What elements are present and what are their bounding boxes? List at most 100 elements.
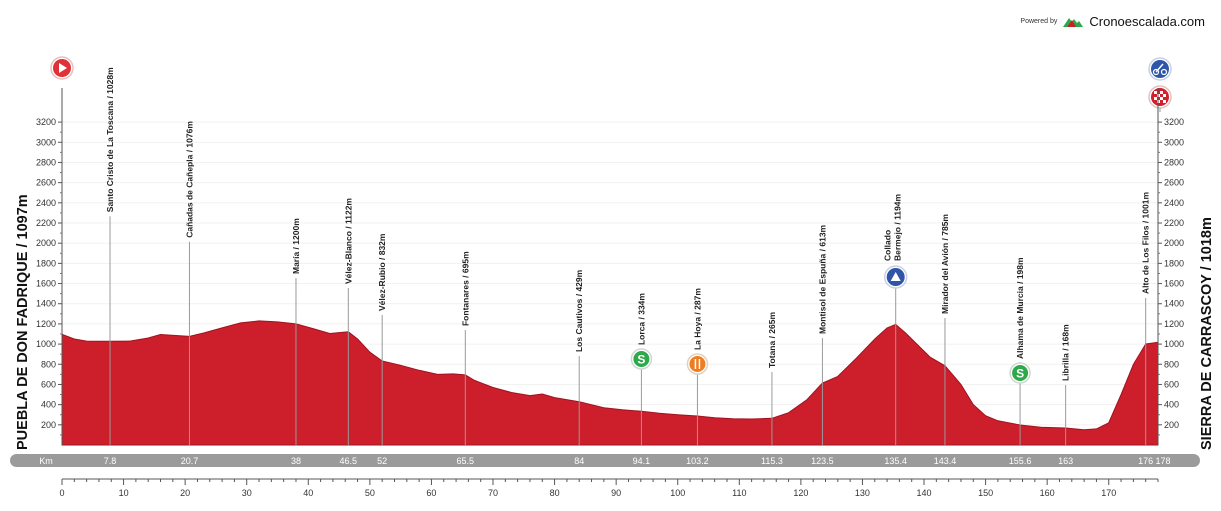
- y-tick-label-left: 3000: [36, 137, 56, 147]
- y-tick-label-left: 200: [41, 420, 56, 430]
- km-bar-value: 176: [1138, 456, 1153, 466]
- y-tick-label-right: 2800: [1164, 157, 1184, 167]
- km-bar-value: 155.6: [1009, 456, 1032, 466]
- y-tick-label-right: 800: [1164, 359, 1179, 369]
- brand-name: Cronoescalada.com: [1089, 14, 1205, 29]
- mountain-logo-icon: [1063, 18, 1084, 27]
- finish-flag-icon-square: [1160, 91, 1163, 94]
- km-bar-value: 103.2: [686, 456, 709, 466]
- y-tick-label-right: 2400: [1164, 198, 1184, 208]
- km-bar-value: 135.4: [884, 456, 907, 466]
- km-bar-value: 20.7: [181, 456, 199, 466]
- km-bar-value: 84: [574, 456, 584, 466]
- y-tick-label-left: 1200: [36, 319, 56, 329]
- y-tick-label-right: 1200: [1164, 319, 1184, 329]
- y-axis: 200 200 400 400 600 600 800 800 1000 1000 1200 1200…: [36, 88, 1184, 445]
- km-bar-value: 38: [291, 456, 301, 466]
- cyclist-climb-icon: [1148, 57, 1172, 81]
- y-tick-label-left: 2800: [36, 157, 56, 167]
- waypoint-name: Mirador del Avión / 785m: [940, 214, 950, 314]
- waypoint-name: Lorca / 334m: [636, 293, 646, 345]
- waypoint-name-line: Collado: [883, 230, 893, 261]
- y-tick-label-right: 1600: [1164, 279, 1184, 289]
- feed-zone-icon: [686, 353, 709, 375]
- x-tick-label: 140: [917, 488, 932, 498]
- waypoint-name: Cañadas de Cañepla / 1076m: [184, 121, 194, 238]
- km-bar-value: 52: [377, 456, 387, 466]
- waypoint-lines: [109, 216, 1147, 445]
- start-icon-arrow: [59, 63, 67, 73]
- x-tick-label: 90: [611, 488, 621, 498]
- brand: Powered by Cronoescalada.com: [1020, 14, 1205, 29]
- finish-flag-icon-square: [1154, 91, 1157, 94]
- y-tick-label-right: 600: [1164, 379, 1179, 389]
- waypoint-name: María / 1200m: [291, 218, 301, 274]
- cyclist-climb-icon-body: [1155, 63, 1164, 73]
- waypoint-name: Vélez-Blanco / 1122m: [343, 198, 353, 284]
- powered-by-text: Powered by: [1020, 18, 1058, 25]
- x-tick-label: 130: [855, 488, 870, 498]
- y-tick-label-right: 2200: [1164, 218, 1184, 228]
- mountain-climb-icon-peak: [890, 272, 901, 281]
- km-bar-value: 123.5: [811, 456, 834, 466]
- km-bar-background: [10, 454, 1200, 467]
- waypoint-name: Vélez-Rubio / 832m: [377, 233, 387, 311]
- y-tick-label-left: 1400: [36, 299, 56, 309]
- y-tick-label-right: 1400: [1164, 299, 1184, 309]
- y-tick-label-right: 1800: [1164, 258, 1184, 268]
- sprint-icon-letter: S: [1016, 367, 1024, 381]
- y-tick-label-left: 2400: [36, 198, 56, 208]
- x-tick-label: 10: [119, 488, 129, 498]
- x-tick-label: 20: [180, 488, 190, 498]
- x-axis: 0 10 20 30 40 50 60 70 80 90 100 110 120 130 140 150 160…: [59, 478, 1159, 498]
- sprint-icon: S: [630, 348, 653, 370]
- waypoint-name: Librilla / 168m: [1061, 324, 1071, 381]
- waypoint-name: Santo Cristo de La Toscana / 1028m: [105, 67, 115, 212]
- waypoint-name: Alhama de Murcia / 198m: [1015, 257, 1025, 359]
- y-tick-label-left: 2200: [36, 218, 56, 228]
- finish-flag-icon-square: [1163, 100, 1166, 103]
- y-tick-label-left: 1800: [36, 258, 56, 268]
- x-tick-label: 30: [242, 488, 252, 498]
- x-tick-label: 0: [59, 488, 64, 498]
- x-tick-label: 160: [1040, 488, 1055, 498]
- waypoint-labels: Santo Cristo de La Toscana / 1028m Cañada…: [105, 67, 1151, 381]
- finish-flag-icon-square: [1160, 97, 1163, 100]
- end-labels: PUEBLA DE DON FADRIQUE / 1097m SIERRA DE …: [15, 194, 1215, 450]
- waypoint-icons: SS: [50, 56, 1172, 384]
- km-bar-value: 65.5: [457, 456, 475, 466]
- x-tick-label: 40: [303, 488, 313, 498]
- km-bar-value: 115.3: [761, 456, 783, 466]
- finish-flag-icon: [1148, 85, 1172, 112]
- km-bar-value: 163: [1058, 456, 1073, 466]
- y-tick-label-left: 1000: [36, 339, 56, 349]
- x-tick-label: 70: [488, 488, 498, 498]
- sprint-icon: S: [1009, 362, 1031, 384]
- x-tick-label: 150: [978, 488, 993, 498]
- y-tick-label-left: 2600: [36, 178, 56, 188]
- sprint-icon-disc: [633, 351, 650, 367]
- x-tick-label: 170: [1101, 488, 1116, 498]
- y-tick-label-left: 400: [41, 400, 56, 410]
- sprint-icon-letter: S: [637, 353, 645, 367]
- waypoint-name-line: Bermejo / 1194m: [893, 193, 903, 261]
- y-tick-label-right: 3200: [1164, 117, 1184, 127]
- waypoint-name: Alto de Los Filos / 1001m: [1141, 192, 1151, 294]
- cyclist-climb-icon-disc: [1151, 60, 1169, 78]
- profile-area-group: [61, 320, 1159, 446]
- km-bar-value: 143.4: [934, 456, 957, 466]
- cyclist-climb-icon-wheel-front: [1160, 68, 1168, 76]
- km-bar-title: Km: [39, 456, 53, 466]
- km-bar-value: 7.8: [104, 456, 117, 466]
- start-icon: [50, 56, 74, 80]
- y-tick-label-right: 200: [1164, 420, 1179, 430]
- cyclist-climb-icon-wheel-back: [1152, 68, 1160, 76]
- x-tick-label: 80: [550, 488, 560, 498]
- waypoint-name: Montisol de Espuña / 613m: [817, 224, 827, 334]
- y-tick-label-left: 1600: [36, 279, 56, 289]
- feed-zone-icon-disc: [689, 356, 706, 372]
- profile-area: [61, 320, 1159, 446]
- sprint-icon-disc: [1012, 365, 1029, 381]
- y-tick-label-left: 3200: [36, 117, 56, 127]
